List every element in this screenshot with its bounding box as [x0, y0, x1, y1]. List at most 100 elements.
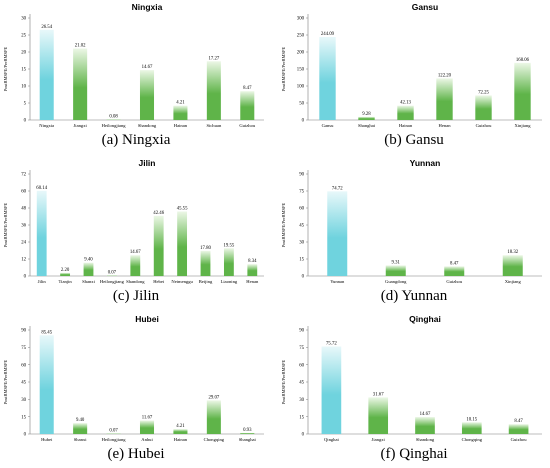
data-label: 72.25: [478, 90, 489, 95]
bar-chongqing: [461, 422, 482, 434]
x-tick-label: Guizhou: [511, 437, 528, 442]
x-tick-label: Shanxi: [74, 437, 87, 442]
x-tick-label: Henan: [439, 123, 452, 128]
data-label: 0.08: [109, 115, 118, 120]
y-tick-label: 75: [299, 190, 304, 195]
x-tick-label: Ningxia: [39, 123, 54, 128]
x-tick-label: Heilongjiang: [102, 123, 127, 128]
chart-jilin: Jilin PostRMSPE/PreRMSPE 0 12 24 36 48 60 72 60.1…: [3, 158, 264, 284]
y-tick-label: 50: [299, 102, 304, 107]
chart-ningxia: Ningxia PostRMSPE/PreRMSPE 0 5 10 15 20 25 30 26.…: [3, 2, 264, 128]
x-tick-label: Hainan: [174, 123, 188, 128]
data-label: 31.67: [373, 392, 384, 397]
chart-panel-yunnan: Yunnan PostRMSPE/PreRMSPE 0 15 30 45 60 75 90 74.…: [278, 156, 550, 308]
data-label: 18.32: [507, 250, 518, 255]
bar-ningxia: [39, 29, 54, 120]
x-tick-label: Qinghai: [324, 437, 340, 442]
bar-guizhou: [475, 95, 492, 120]
bar-shandong: [130, 255, 141, 276]
caption-name: Gansu: [405, 132, 444, 148]
chart-title: Yunnan: [410, 158, 441, 168]
y-tick-label: 10: [21, 85, 26, 90]
data-label: 0.07: [108, 271, 117, 276]
data-label: 17.27: [208, 56, 219, 61]
x-tick-label: Hubei: [41, 437, 53, 442]
y-tick-label: 72: [21, 173, 26, 178]
bar-hainan: [173, 105, 188, 120]
bar-shanghai: [240, 432, 255, 434]
data-label: 8.34: [248, 259, 257, 264]
bar-shanxi: [73, 423, 88, 434]
y-tick-label: 0: [24, 119, 27, 124]
bar-henan: [436, 78, 453, 120]
bar-guizhou: [444, 266, 465, 276]
x-tick-label: Hainan: [174, 437, 188, 442]
bar-shandong: [415, 417, 435, 434]
data-label: 85.45: [41, 330, 52, 335]
y-tick-label: 300: [297, 17, 305, 22]
y-tick-label: 45: [299, 224, 304, 229]
chart-hubei: Hubei PostRMSPE/PreRMSPE 0 15 30 45 60 75 90 85.4…: [3, 314, 264, 442]
bar-jiangxi: [368, 397, 389, 434]
data-label: 60.14: [36, 186, 47, 191]
data-label: 9.40: [76, 418, 85, 423]
bar-jilin: [36, 190, 47, 276]
data-label: 14.67: [420, 412, 431, 417]
data-label: 9.40: [84, 258, 93, 263]
y-tick-label: 12: [21, 258, 26, 263]
y-tick-label: 15: [299, 415, 304, 420]
y-tick-label: 45: [21, 381, 26, 386]
bar-guangdong: [385, 265, 406, 276]
data-label: 74.72: [332, 186, 343, 191]
x-tick-label: Tianjin: [59, 279, 73, 284]
y-tick-label: 90: [299, 173, 304, 178]
caption-name: Jilin: [133, 288, 160, 304]
chart-title: Jilin: [138, 158, 155, 168]
chart-panel-ningxia: Ningxia PostRMSPE/PreRMSPE 0 5 10 15 20 25 30 26.…: [0, 0, 272, 152]
data-label: 45.55: [177, 206, 188, 211]
x-tick-label: Hebei: [153, 279, 165, 284]
chart-caption-qinghai: (f) Qinghai: [278, 446, 550, 463]
y-tick-label: 75: [299, 346, 304, 351]
x-tick-label: Guizhou: [446, 279, 463, 284]
x-tick-label: Sichuan: [206, 123, 222, 128]
x-tick-label: Hainan: [399, 123, 413, 128]
y-tick-label: 100: [297, 85, 305, 90]
y-tick-label: 150: [297, 68, 305, 73]
bar-xinjiang: [502, 255, 523, 276]
bar-tianjin: [60, 272, 71, 276]
chart-title: Qinghai: [409, 314, 441, 324]
data-label: 75.72: [326, 342, 337, 347]
y-tick-label: 5: [24, 102, 27, 107]
x-tick-label: Guizhou: [239, 123, 256, 128]
caption-name: Yunnan: [401, 288, 448, 304]
chart-caption-jilin: (c) Jilin: [0, 288, 272, 305]
x-tick-label: Xinjiang: [505, 279, 522, 284]
chart-panel-hubei: Hubei PostRMSPE/PreRMSPE 0 15 30 45 60 75 90 85.4…: [0, 312, 272, 468]
x-tick-label: Xinjiang: [514, 123, 531, 128]
y-axis-label: PostRMSPE/PreRMSPE: [3, 359, 8, 404]
y-tick-label: 30: [299, 241, 304, 246]
chart-caption-ningxia: (a) Ningxia: [0, 132, 272, 149]
data-label: 0.07: [109, 429, 118, 434]
y-tick-label: 15: [21, 68, 26, 73]
data-label: 21.02: [75, 44, 86, 49]
caption-name: Hubei: [127, 446, 165, 462]
y-tick-label: 24: [21, 241, 26, 246]
chart-panel-gansu: Gansu PostRMSPE/PreRMSPE 0 50 100 150 200 250 30…: [278, 0, 550, 152]
x-tick-label: Guangdong: [385, 279, 407, 284]
y-tick-label: 60: [21, 363, 26, 368]
chart-title: Ningxia: [132, 2, 163, 12]
chart-qinghai: Qinghai PostRMSPE/PreRMSPE 0 15 30 45 60 75 90 75…: [281, 314, 542, 442]
data-label: 17.80: [200, 246, 211, 251]
data-label: 11.67: [142, 416, 153, 421]
y-tick-label: 25: [21, 34, 26, 39]
bar-liaoning: [223, 248, 234, 276]
data-label: 244.09: [321, 32, 335, 37]
x-tick-label: Anhui: [141, 437, 153, 442]
chart-title: Hubei: [135, 314, 159, 324]
y-tick-label: 0: [302, 119, 305, 124]
bar-hebei: [153, 215, 164, 276]
bar-guizhou: [508, 424, 529, 434]
bar-shanxi: [83, 262, 94, 276]
